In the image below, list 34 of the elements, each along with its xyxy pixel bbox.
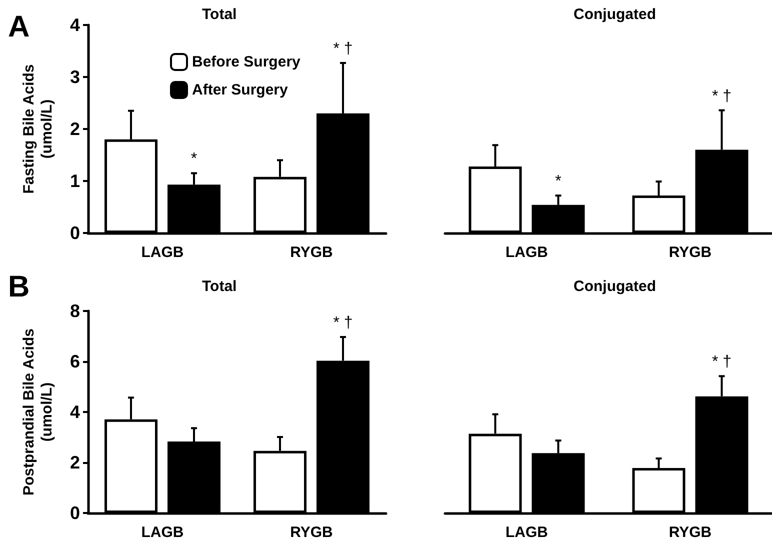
chart-subtitle: B	[8, 270, 30, 304]
y-tick-label: 3	[70, 67, 80, 87]
y-tick-label: 6	[70, 352, 80, 372]
annotation: *	[190, 150, 198, 168]
x-tick-label: LAGB	[141, 244, 184, 261]
y-axis-title: Postprandial Bile Acids (umol/L)	[20, 328, 56, 496]
chart-title: Conjugated	[574, 6, 656, 23]
x-tick-label: LAGB	[506, 244, 548, 261]
y-tick-label: 0	[70, 503, 80, 523]
y-tick-label: 4	[70, 402, 80, 422]
annotation: * †	[712, 88, 732, 105]
y-axis-title: Fasting Bile Acids (umol/L)	[20, 64, 56, 194]
x-tick-label: RYGB	[290, 524, 334, 541]
y-tick-label: 1	[70, 171, 80, 191]
annotation: * †	[333, 40, 353, 58]
legend-label: After Surgery	[192, 82, 289, 98]
y-tick-label: 8	[70, 301, 80, 321]
x-tick-label: RYGB	[668, 524, 712, 541]
x-tick-label: RYGB	[290, 244, 334, 261]
chart-title: Conjugated	[574, 278, 656, 295]
x-tick-label: LAGB	[141, 524, 184, 541]
chart-title: Total	[202, 6, 237, 23]
y-tick-label: 2	[70, 119, 80, 139]
annotation: * †	[712, 354, 732, 371]
chart-title: Total	[202, 278, 237, 295]
y-tick-label: 0	[70, 223, 80, 243]
y-tick-label: 2	[70, 452, 80, 472]
chart-subtitle: A	[8, 10, 30, 44]
legend-label: Before Surgery	[192, 54, 302, 70]
annotation: * †	[333, 314, 353, 332]
annotation: *	[555, 173, 562, 190]
x-tick-label: LAGB	[506, 524, 548, 541]
y-tick-label: 4	[70, 15, 80, 35]
x-tick-label: RYGB	[668, 244, 712, 261]
